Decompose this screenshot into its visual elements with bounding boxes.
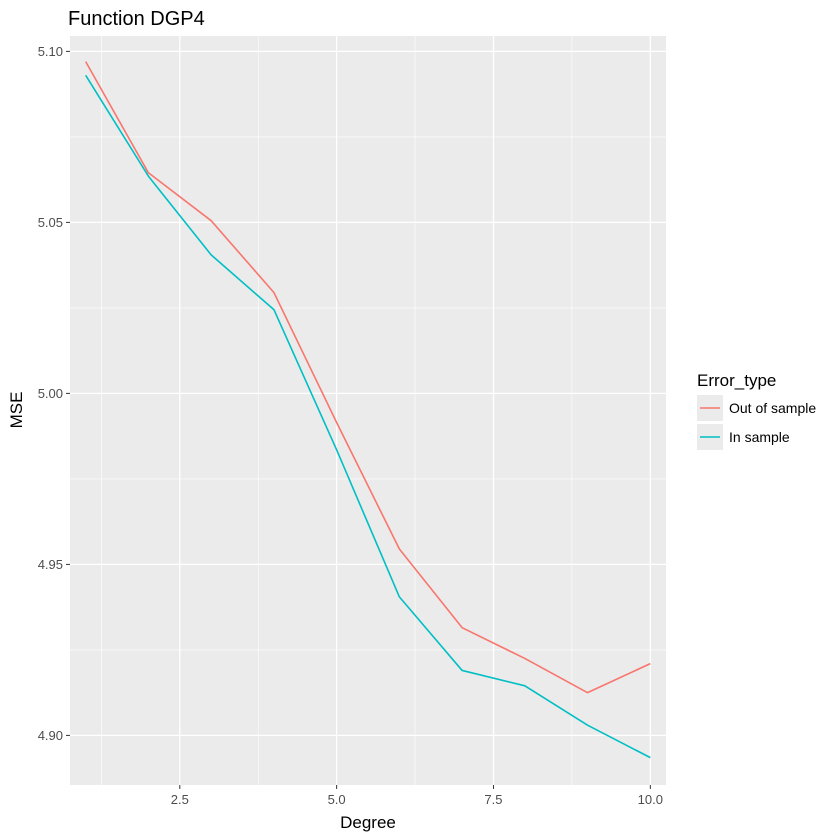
legend-items: Out of sample In sample [697, 395, 816, 450]
series-lines [84, 61, 651, 759]
y-tick-label: 4.90 [38, 728, 63, 743]
y-tick-label: 5.00 [38, 386, 63, 401]
legend-label: In sample [729, 429, 790, 445]
y-tick-label: 5.05 [38, 215, 63, 230]
chart-title: Function DGP4 [68, 8, 205, 30]
y-tick-label: 5.10 [38, 44, 63, 59]
y-tick-label: 4.95 [38, 557, 63, 572]
major-gridlines [70, 36, 666, 785]
x-tick-label: 2.5 [171, 792, 189, 807]
legend-title: Error_type [697, 371, 776, 390]
x-tick-label: 5.0 [328, 792, 346, 807]
x-axis-title: Degree [340, 813, 396, 832]
series-line-in-sample [85, 74, 651, 759]
x-tick-label: 10.0 [638, 792, 663, 807]
legend-label: Out of sample [729, 400, 816, 416]
x-tick-label: 7.5 [484, 792, 502, 807]
plot-panel [70, 36, 666, 785]
series-line-out-of-sample [84, 61, 651, 694]
legend: Error_type Out of sample In sample [697, 371, 816, 450]
y-axis-title: MSE [7, 392, 26, 429]
minor-gridlines [70, 36, 666, 785]
x-axis: 2.5 5.0 7.5 10.0 [171, 785, 663, 807]
y-axis: 4.90 4.95 5.00 5.05 5.10 [38, 44, 70, 743]
